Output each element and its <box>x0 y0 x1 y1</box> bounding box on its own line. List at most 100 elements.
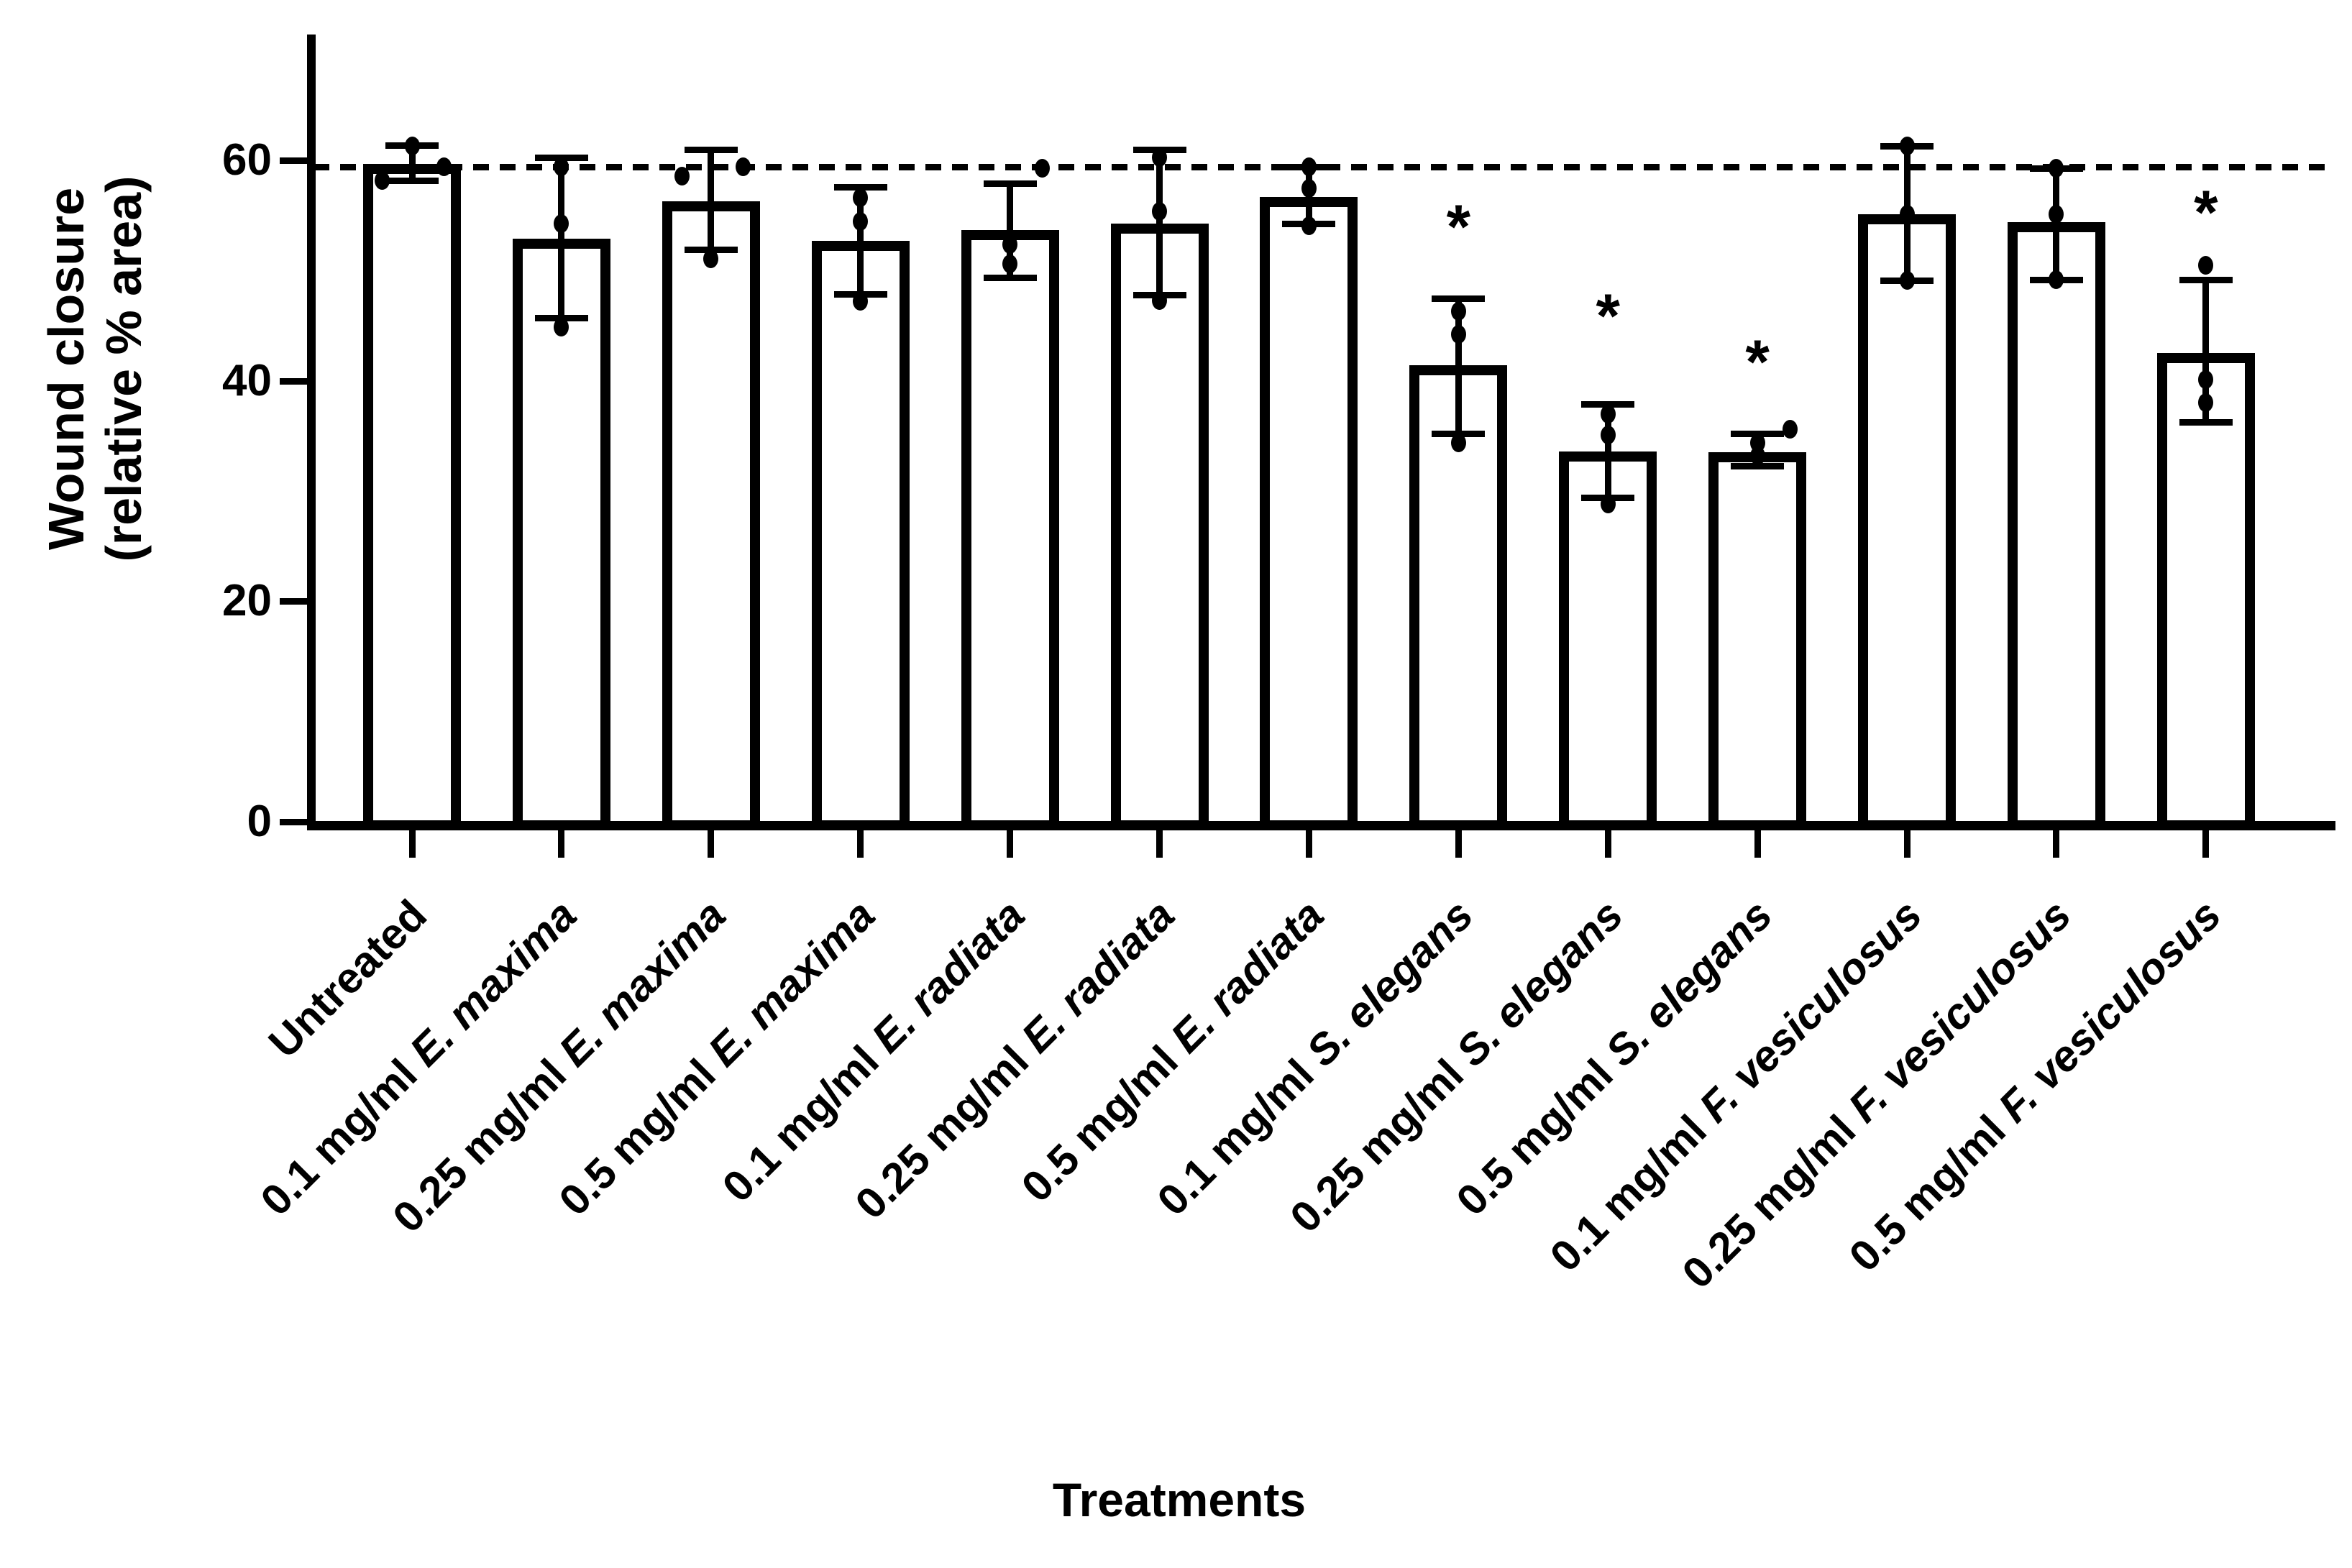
y-tick <box>280 598 307 605</box>
bar <box>961 229 1059 830</box>
data-point <box>1450 433 1466 452</box>
bar <box>1260 196 1358 830</box>
y-tick-label: 20 <box>222 576 272 626</box>
y-tick <box>280 819 307 825</box>
error-bar-line <box>2053 168 2060 280</box>
bar <box>1708 452 1807 830</box>
data-point <box>1749 446 1765 466</box>
error-bar-line <box>408 145 416 180</box>
error-bar-cap-top <box>983 180 1037 188</box>
x-tick <box>1007 830 1014 858</box>
x-tick <box>708 830 715 858</box>
x-axis-title: Treatments <box>1052 1473 1307 1526</box>
data-point <box>2198 393 2214 413</box>
significance-asterisk: * <box>1446 192 1471 262</box>
data-point <box>2049 270 2064 289</box>
data-point <box>1152 147 1167 167</box>
data-point <box>554 157 569 177</box>
x-tick <box>408 830 416 858</box>
error-bar-line <box>558 157 565 318</box>
x-tick <box>1455 830 1462 858</box>
error-bar-line <box>1007 183 1014 278</box>
data-point <box>1035 158 1051 178</box>
error-bar-line <box>1156 149 1163 295</box>
y-tick <box>280 377 307 385</box>
data-point <box>1301 216 1317 235</box>
error-bar-line <box>708 149 715 250</box>
error-bar-line <box>857 186 864 294</box>
x-tick-label-text: 0.1 mg/ml E. radiata <box>713 890 1034 1211</box>
error-bar-cap-bottom <box>983 274 1037 281</box>
error-bar-cap-bottom <box>385 177 439 184</box>
data-point <box>703 249 719 268</box>
bar <box>662 201 760 830</box>
x-tick <box>1305 830 1312 858</box>
x-tick <box>1156 830 1163 858</box>
significance-asterisk: * <box>2194 178 2218 247</box>
error-bar-cap-top <box>684 146 738 153</box>
data-point <box>1152 201 1167 221</box>
error-bar-cap-top <box>833 183 887 191</box>
data-point <box>1600 404 1616 423</box>
bar <box>2156 353 2255 830</box>
data-point <box>853 211 869 231</box>
bar <box>1559 451 1657 830</box>
x-tick <box>1903 830 1911 858</box>
bar <box>1110 223 1209 830</box>
data-point <box>2198 255 2214 275</box>
bar <box>811 241 910 830</box>
error-bar-cap-top <box>534 154 588 161</box>
significance-asterisk: * <box>1745 328 1770 398</box>
x-tick <box>1754 830 1761 858</box>
data-point <box>1450 302 1466 321</box>
error-bar-cap-bottom <box>2179 418 2233 426</box>
data-point <box>1600 425 1616 444</box>
data-point <box>554 214 569 233</box>
data-point <box>404 137 420 156</box>
x-tick <box>1604 830 1611 858</box>
error-bar-line <box>1455 298 1462 434</box>
bar <box>2007 222 2105 830</box>
data-point <box>1899 137 1915 156</box>
x-tick-label-text: 0.5 mg/ml E. radiata <box>1012 890 1333 1211</box>
x-tick <box>857 830 864 858</box>
data-point <box>436 157 452 177</box>
data-point <box>1899 271 1915 290</box>
y-axis-spine <box>307 35 316 830</box>
error-bar-cap-top <box>2179 276 2233 283</box>
data-point <box>1002 234 1018 254</box>
y-tick-label: 0 <box>247 797 272 846</box>
error-bar-cap-top <box>1432 295 1486 302</box>
data-point <box>1002 255 1018 274</box>
error-bar-cap-bottom <box>1731 462 1785 469</box>
data-point <box>1782 420 1798 439</box>
data-point <box>2049 158 2064 178</box>
data-point <box>674 166 690 185</box>
data-point <box>1301 178 1317 198</box>
data-point <box>374 170 390 190</box>
bar <box>363 163 461 830</box>
y-tick-label: 40 <box>222 355 272 405</box>
error-bar-line <box>1604 403 1611 498</box>
y-tick <box>280 157 307 165</box>
data-point <box>1450 325 1466 344</box>
x-tick <box>2053 830 2060 858</box>
error-bar-line <box>2202 279 2210 422</box>
data-point <box>736 157 751 177</box>
x-tick <box>558 830 565 858</box>
bar <box>1858 214 1956 830</box>
significance-asterisk: * <box>1596 281 1620 351</box>
x-tick <box>2202 830 2210 858</box>
data-point <box>1152 290 1167 310</box>
data-point <box>2198 370 2214 390</box>
error-bar-cap-top <box>1581 400 1635 408</box>
data-point <box>1600 495 1616 514</box>
bar <box>512 239 610 830</box>
data-point <box>1301 157 1317 177</box>
data-point <box>2049 205 2064 224</box>
data-point <box>853 292 869 311</box>
y-tick-label: 60 <box>222 135 272 185</box>
data-point <box>554 317 569 336</box>
